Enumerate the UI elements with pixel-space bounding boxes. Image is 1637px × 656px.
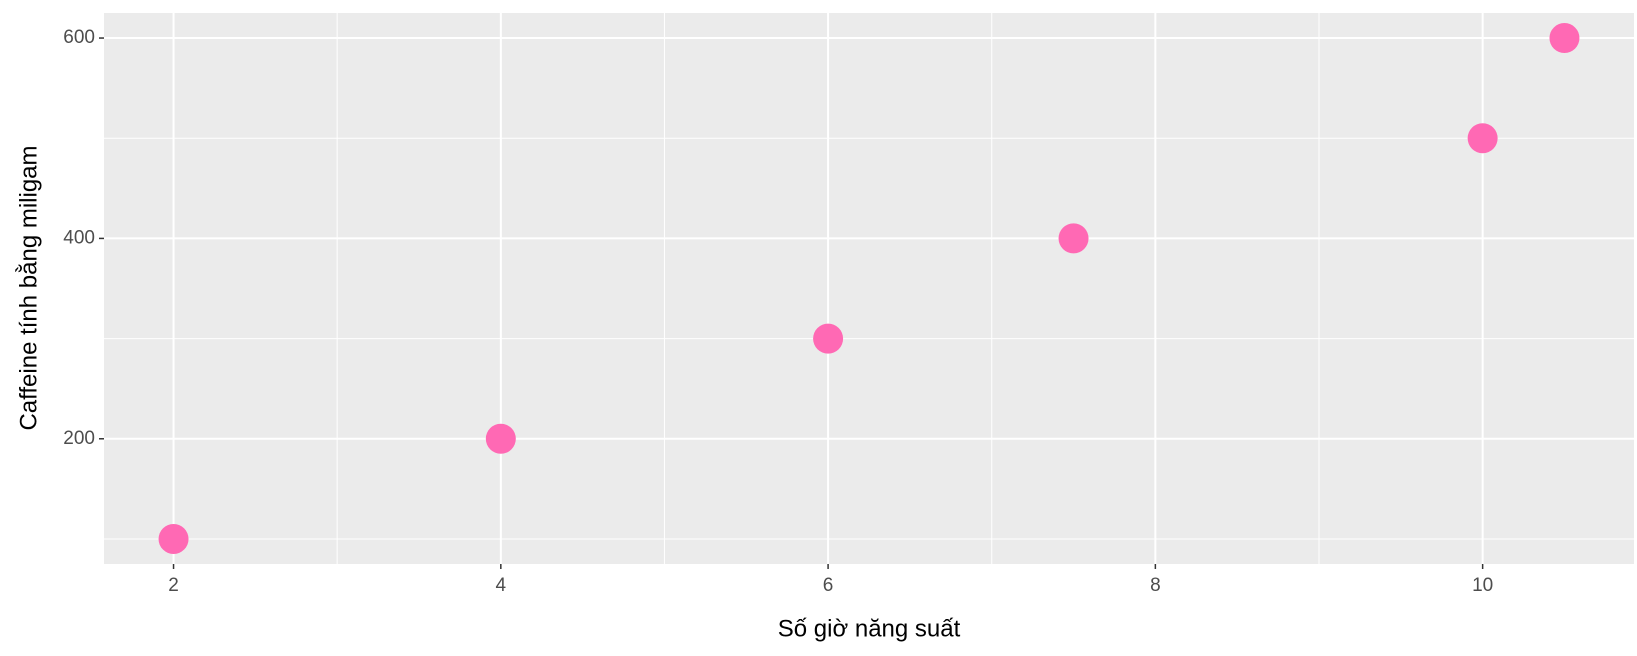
- point: [485, 423, 516, 454]
- x-tick-label: 8: [1150, 575, 1161, 596]
- x-tick-label: 6: [823, 575, 834, 596]
- y-tick-label: 400: [63, 227, 95, 248]
- point: [1467, 123, 1498, 154]
- y-axis-title: Caffeine tính bằng miligam: [15, 145, 42, 430]
- y-tick-label: 600: [63, 27, 95, 48]
- panel: [104, 13, 1634, 564]
- point: [813, 323, 844, 354]
- point: [1549, 23, 1580, 54]
- x-tick-label: 10: [1472, 575, 1493, 596]
- point: [158, 523, 189, 554]
- x-tick-label: 4: [496, 575, 507, 596]
- x-tick-label: 2: [168, 575, 179, 596]
- y-tick-label: 200: [63, 428, 95, 449]
- point: [1058, 223, 1089, 254]
- x-axis-title: Số giờ năng suất: [778, 615, 961, 642]
